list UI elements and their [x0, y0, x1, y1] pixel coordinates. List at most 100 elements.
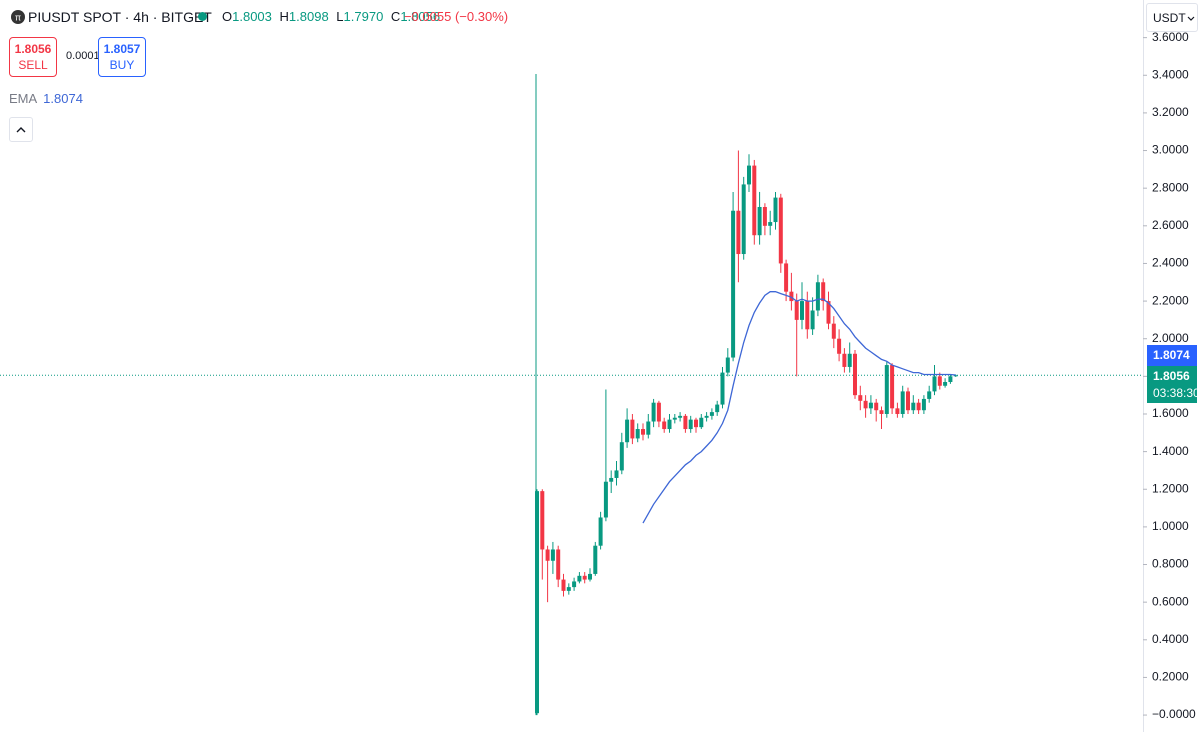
y-tick-label: 3.6000 [1152, 30, 1189, 44]
candle-body [545, 549, 550, 561]
candle-body [646, 421, 651, 435]
candle-body [704, 415, 709, 418]
y-tick-label: 3.0000 [1152, 143, 1189, 157]
ohlc-key: H [279, 9, 289, 24]
sell-price: 1.8056 [14, 42, 52, 56]
symbol-icon: π [11, 10, 25, 24]
candle-body [784, 263, 789, 292]
y-tick-label: 2.2000 [1152, 293, 1189, 307]
candle-body [810, 310, 815, 330]
candle-body [651, 402, 656, 422]
y-tick-label: 2.6000 [1152, 218, 1189, 232]
chevron-icon [16, 127, 26, 133]
y-tick-label: −0.0000 [1152, 707, 1196, 721]
candle-body [927, 391, 932, 399]
candle-body [800, 301, 804, 320]
candle-body [641, 429, 645, 435]
candle-body [789, 291, 794, 302]
indicator-legend: EMA 1.8074 [9, 91, 83, 106]
ohlc-value: 1.8056 [400, 9, 441, 24]
symbol-title: PIUSDT SPOT · 4h · BITGET [28, 9, 212, 25]
candle-body [916, 402, 921, 411]
candle-body [593, 545, 598, 574]
candle-body [540, 491, 545, 550]
indicator-value: 1.8074 [43, 91, 83, 106]
y-tick-label: 0.6000 [1152, 594, 1189, 608]
collapse-button[interactable] [9, 117, 33, 142]
candle-body [715, 404, 720, 413]
icon-glyph: π [15, 12, 21, 22]
ohlc-key: L [336, 9, 344, 24]
y-tick-label: 2.0000 [1152, 331, 1189, 345]
ohlc-key: C [390, 9, 401, 24]
candle-body [900, 391, 905, 414]
candle-body [815, 282, 820, 311]
candle-body [837, 338, 842, 354]
sell-button[interactable]: 1.8056 SELL [9, 37, 57, 77]
icon-circle [11, 10, 25, 24]
candle-body [953, 375, 958, 377]
candle-body [863, 400, 868, 409]
candle-body [603, 481, 608, 518]
candle-body [630, 419, 635, 439]
candle-body [831, 323, 836, 339]
y-tick-label: 0.8000 [1152, 557, 1189, 571]
candle-body [556, 549, 561, 580]
candle-body [948, 376, 953, 382]
y-tick-label: 2.4000 [1152, 256, 1189, 270]
candle-body [853, 353, 857, 396]
y-tick-label: 2.8000 [1152, 180, 1189, 194]
spread: 0.0001 [66, 50, 100, 62]
candle-body [943, 381, 948, 386]
candle-body [895, 408, 900, 414]
candle-body [741, 184, 746, 255]
candle-body [752, 165, 757, 236]
candle-body [736, 210, 741, 255]
price-change: −0.0055 (−0.30%) [404, 9, 509, 24]
candle-body [847, 353, 852, 367]
candle-body [688, 419, 693, 430]
candle-body [582, 575, 587, 580]
candle-body [805, 301, 810, 330]
buy-button[interactable]: 1.8057 BUY [98, 37, 146, 77]
candle-body [884, 365, 889, 414]
candle-body [768, 222, 773, 226]
candle-body [932, 376, 937, 392]
y-tick-label: 1.2000 [1152, 481, 1189, 495]
candle-body [921, 398, 926, 411]
ema-price-label: 1.8074 [1147, 345, 1197, 366]
sell-label: SELL [18, 58, 48, 72]
candle-body [656, 402, 661, 422]
candle-body [778, 197, 783, 264]
candle-body [614, 470, 619, 478]
candle-body [678, 415, 683, 418]
currency-dropdown[interactable]: USDT [1146, 3, 1198, 32]
candle-body [747, 165, 751, 185]
candle-body [662, 421, 667, 430]
y-tick-label: 3.4000 [1152, 67, 1189, 81]
y-tick-label: 1.4000 [1152, 444, 1189, 458]
candle-body [625, 419, 630, 443]
candle-body [561, 579, 566, 591]
candle-body [906, 391, 910, 411]
candle-body [842, 353, 847, 367]
candle-body [720, 372, 725, 405]
candle-body [794, 301, 799, 320]
candle-body [535, 491, 539, 714]
candle-body [826, 301, 831, 324]
candle-body [635, 429, 640, 439]
candle-body [757, 206, 762, 236]
ohlc-legend: O1.8003 H1.8098 L1.7970 C1.8056 [222, 9, 444, 24]
y-tick-label: 3.2000 [1152, 105, 1189, 119]
buy-price: 1.8057 [103, 42, 141, 56]
candle-body [868, 402, 873, 409]
currency-label: USDT [1153, 11, 1186, 25]
candle-body [550, 549, 555, 561]
indicator-name: EMA [9, 91, 38, 106]
dropdown-arrow [1187, 16, 1195, 21]
candle-body [731, 210, 736, 358]
candle-body [725, 357, 730, 373]
last-price-text: 1.8056 [1153, 369, 1190, 383]
